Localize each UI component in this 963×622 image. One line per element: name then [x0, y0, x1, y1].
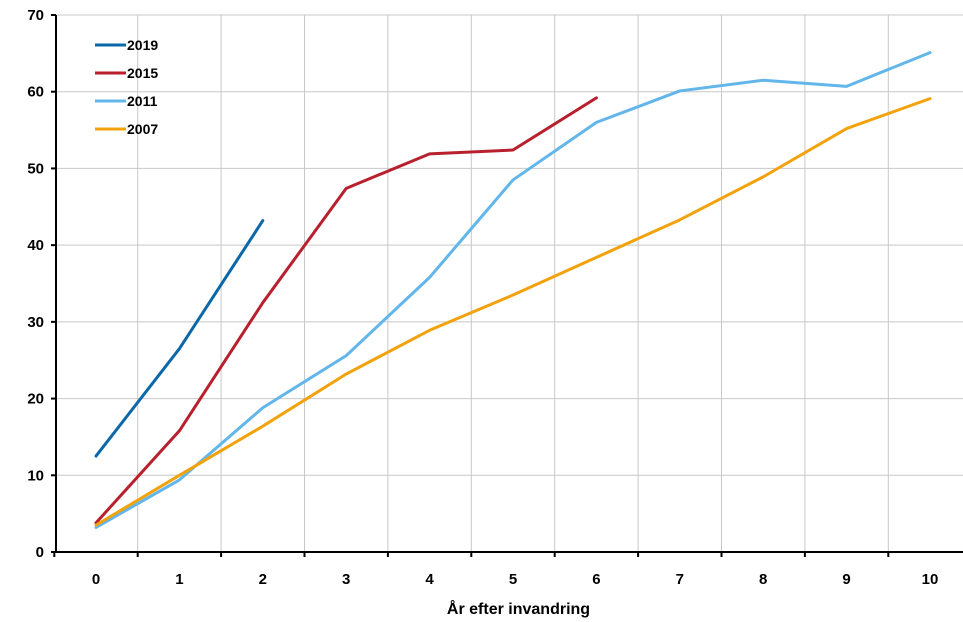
- series-line-2019: [94, 219, 265, 458]
- y-tick-label: 30: [27, 314, 44, 331]
- y-tick-label: 70: [27, 7, 44, 24]
- legend-label-2019: 2019: [127, 37, 158, 53]
- series-lines: [94, 51, 932, 529]
- x-tick-label: 2: [259, 571, 267, 588]
- x-axis-title: År efter invandring: [447, 599, 590, 618]
- legend-label-2007: 2007: [127, 121, 158, 137]
- x-tick-labels: 0 1 2 3 4 5 6 7 8 9 10: [92, 571, 939, 588]
- x-tick-label: 0: [92, 571, 100, 588]
- legend-label-2015: 2015: [127, 65, 158, 81]
- gridlines: [56, 14, 963, 552]
- legend-label-2011: 2011: [127, 93, 158, 109]
- y-tick-label: 0: [36, 544, 44, 561]
- y-tick-labels: 0 10 20 30 40 50 60 70: [27, 7, 44, 561]
- axes: [51, 14, 963, 557]
- x-tick-label: 1: [175, 571, 183, 588]
- y-tick-label: 60: [27, 84, 44, 101]
- y-tick-label: 50: [27, 160, 44, 177]
- x-tick-label: 8: [759, 571, 767, 588]
- y-tick-label: 40: [27, 237, 44, 254]
- x-tick-label: 10: [922, 571, 939, 588]
- y-tick-label: 10: [27, 467, 44, 484]
- x-tick-label: 6: [592, 571, 600, 588]
- x-tick-label: 7: [676, 571, 684, 588]
- x-tick-label: 9: [842, 571, 850, 588]
- legend: 2019 2015 2011 2007: [95, 37, 158, 137]
- series-line-2015: [94, 96, 598, 525]
- y-tick-label: 20: [27, 391, 44, 408]
- series-line-2011: [94, 51, 932, 529]
- x-tick-label: 4: [425, 571, 434, 588]
- series-line-2007: [94, 97, 932, 527]
- x-tick-label: 3: [342, 571, 350, 588]
- x-tick-label: 5: [509, 571, 517, 588]
